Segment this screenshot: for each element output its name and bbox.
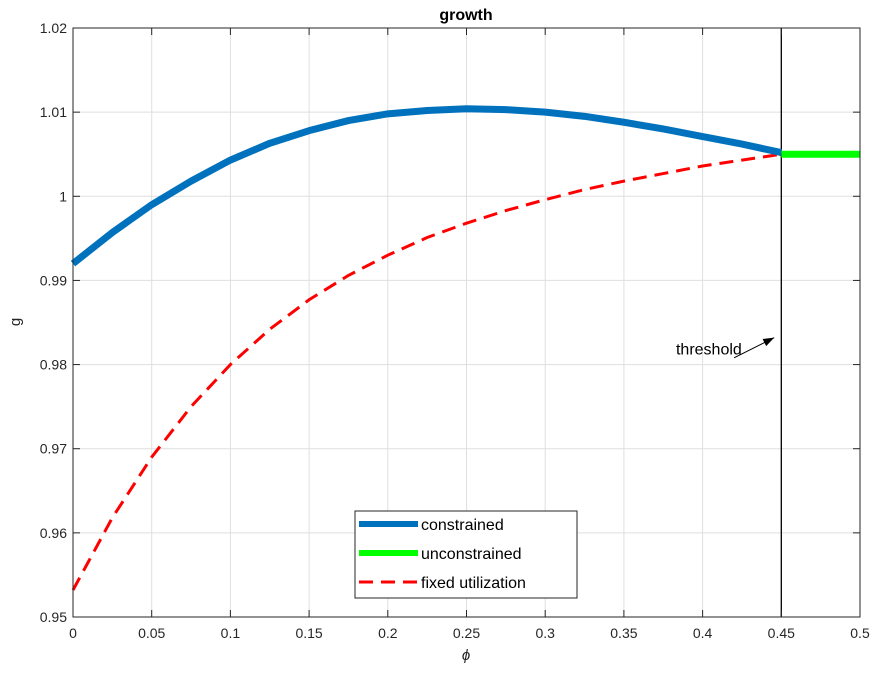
- y-axis-ticks: 0.95 0.96 0.97 0.98 0.99 1 1.01 1.02: [40, 20, 860, 625]
- x-tick-label: 0.1: [221, 625, 241, 641]
- x-tick-label: 0.2: [378, 625, 398, 641]
- series-line-fixed-utilization: [71, 152, 782, 591]
- x-tick-label: 0.3: [535, 625, 555, 641]
- legend: constrained unconstrained fixed utilizat…: [354, 510, 578, 599]
- x-axis-label: ϕ: [462, 647, 470, 664]
- x-tick-label: 0.35: [610, 625, 637, 641]
- series-layer: [70, 105, 860, 591]
- x-tick-label: 0.5: [850, 625, 870, 641]
- x-axis-ticks: 0 0.05 0.1 0.15 0.2 0.25 0.3 0.35 0.4 0.45 0.5: [69, 28, 870, 641]
- y-tick-label: 0.97: [40, 441, 67, 457]
- legend-label-fixed-utilization: fixed utilization: [421, 575, 526, 592]
- y-tick-label: 1.01: [40, 104, 67, 120]
- y-tick-label: 0.99: [40, 272, 67, 288]
- y-tick-label: 0.96: [40, 525, 67, 541]
- threshold-annotation-text: threshold: [676, 341, 742, 358]
- x-tick-label: 0.4: [693, 625, 713, 641]
- y-tick-label: 0.98: [40, 357, 67, 373]
- x-tick-label: 0.25: [453, 625, 480, 641]
- x-tick-label: 0.45: [768, 625, 795, 641]
- legend-label-constrained: constrained: [421, 517, 504, 534]
- y-tick-label: 1.02: [40, 20, 67, 36]
- y-tick-label: 0.95: [40, 609, 67, 625]
- y-axis-label: g: [7, 318, 24, 326]
- x-tick-label: 0.15: [295, 625, 322, 641]
- annotation-layer: threshold: [676, 337, 775, 358]
- y-tick-label: 1: [59, 188, 67, 204]
- threshold-arrow-head: [762, 337, 775, 347]
- series-line-constrained: [70, 105, 783, 267]
- chart-title: growth: [439, 7, 492, 24]
- x-tick-label: 0.05: [138, 625, 165, 641]
- x-tick-label: 0: [69, 625, 77, 641]
- legend-label-unconstrained: unconstrained: [421, 546, 522, 563]
